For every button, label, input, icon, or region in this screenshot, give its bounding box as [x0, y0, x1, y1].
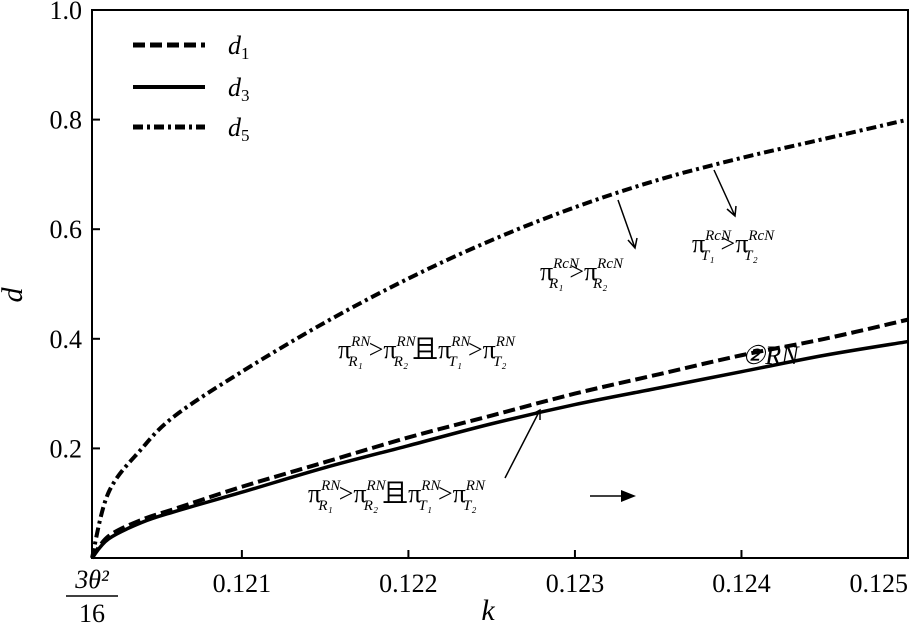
y-axis-title: d	[0, 287, 29, 303]
legend-entry-d3: d3	[133, 73, 250, 105]
arrow-rcn-t	[713, 169, 737, 218]
y-tick-label-3: 0.8	[50, 106, 83, 135]
arrow-rn-bottom	[504, 408, 541, 479]
x-tick-label-2: 0.122	[379, 569, 438, 598]
legend-entry-d1: d1	[133, 31, 250, 63]
legend: d1 d3 d5	[133, 31, 250, 145]
y-tick-label-1: 0.4	[50, 325, 83, 354]
annotation-region-rn: ②RN	[742, 341, 800, 370]
x-tick-label-denominator: 16	[79, 599, 105, 627]
annotation-rcn-t: πRcN T₁ >πRcN T₂	[692, 228, 775, 264]
y-tick-label-4: 1.0	[50, 0, 83, 25]
series-line-d5	[90, 117, 909, 559]
annotation-rcn-r: πRcN R₁ >πRcN R₂	[540, 256, 624, 292]
legend-entry-d5: d5	[133, 113, 250, 145]
legend-label-d3: d3	[228, 73, 250, 105]
series-line-d1	[90, 317, 909, 560]
arrow-rcn-r	[617, 199, 638, 250]
x-axis-title: k	[481, 594, 495, 627]
x-tick-label-4: 0.124	[712, 569, 771, 598]
y-tick-label-2: 0.6	[50, 215, 83, 244]
annotation-rn-bottom: πRN R₁ >πRN R₂ 且πRN T₁ >πRN T₂	[308, 478, 486, 514]
x-tick-label-3: 0.123	[546, 569, 605, 598]
x-tick-label-1: 0.121	[213, 569, 272, 598]
arrow-right-head	[621, 490, 636, 502]
legend-label-d5: d5	[228, 113, 250, 145]
series-line-d3	[90, 339, 909, 560]
annotation-rn-middle: πRN R₁ >πRN R₂ 且πRN T₁ >πRN T₂	[338, 334, 516, 370]
annotation-arrows	[504, 169, 737, 502]
plot-frame	[91, 9, 909, 559]
x-tick-label-5: 0.125	[850, 569, 909, 598]
legend-label-d1: d1	[228, 31, 250, 63]
series-layer	[90, 117, 909, 560]
y-tick-label-0: 0.2	[50, 434, 83, 463]
x-tick-label-numerator: 3θ²	[74, 565, 110, 594]
